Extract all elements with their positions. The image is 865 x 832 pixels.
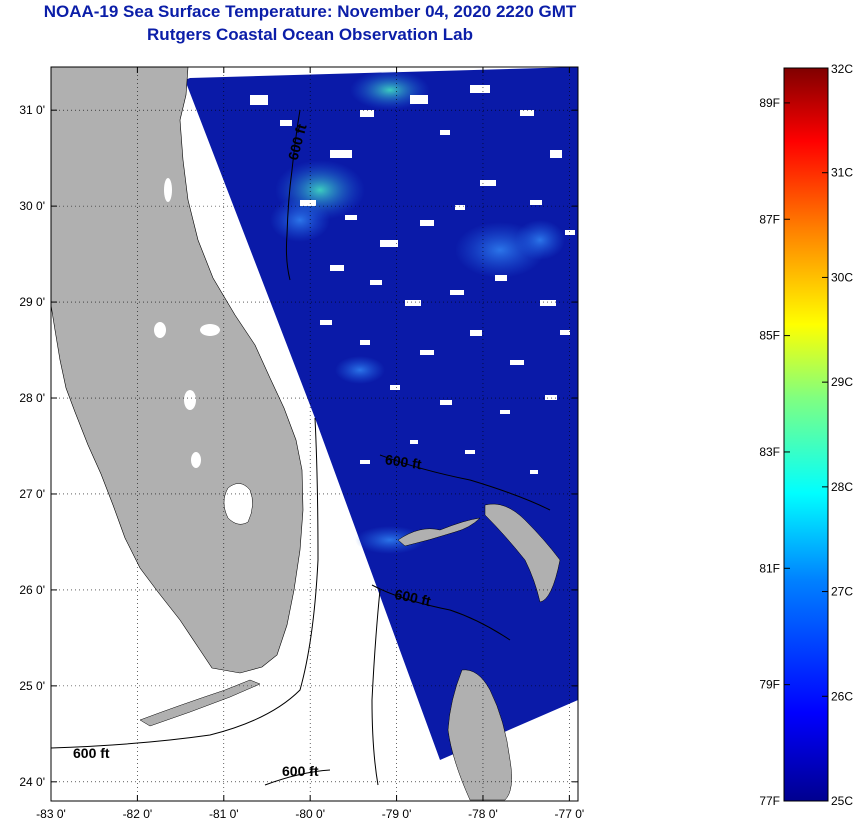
lon-tick-label: -78 0' bbox=[468, 807, 498, 821]
colorbar-f-label: 87F bbox=[759, 212, 780, 226]
colorbar-f-label: 77F bbox=[759, 794, 780, 808]
colorbar-f-label: 81F bbox=[759, 561, 780, 575]
contour-label: 600 ft bbox=[282, 763, 319, 779]
lat-tick-label: 28 0' bbox=[19, 391, 45, 405]
contour-label: 600 ft bbox=[73, 745, 110, 761]
contour-label: 600 ft bbox=[393, 586, 432, 609]
lat-tick-label: 30 0' bbox=[19, 199, 45, 213]
grand-bahama bbox=[397, 517, 481, 547]
colorbar-gradient bbox=[783, 67, 829, 802]
colorbar-f-label: 79F bbox=[759, 678, 780, 692]
colorbar-c-label: 29C bbox=[831, 375, 853, 389]
colorbar-f-label: 85F bbox=[759, 329, 780, 343]
colorbar-c-label: 25C bbox=[831, 794, 853, 808]
lon-tick-label: -77 0' bbox=[555, 807, 585, 821]
colorbar-ticks: 32C 31C 30C 29C 28C 27C 26C 25C 89F 87F 85F 83F 81F 7… bbox=[759, 62, 853, 808]
map-title: NOAA-19 Sea Surface Temperature: Novembe… bbox=[43, 2, 577, 21]
lon-tick-label: -79 0' bbox=[382, 807, 412, 821]
temperature-colorbar: 32C 31C 30C 29C 28C 27C 26C 25C 89F 87F 85F 83F 81F 7… bbox=[759, 62, 853, 808]
lat-tick-label: 31 0' bbox=[19, 103, 45, 117]
colorbar-c-label: 31C bbox=[831, 166, 853, 180]
lon-tick-label: -81 0' bbox=[209, 807, 239, 821]
inland-lakes bbox=[154, 178, 220, 468]
cloud-mask bbox=[250, 85, 575, 474]
lat-tick-label: 25 0' bbox=[19, 679, 45, 693]
colorbar-f-label: 89F bbox=[759, 96, 780, 110]
lat-tick-label: 29 0' bbox=[19, 295, 45, 309]
colorbar-c-label: 27C bbox=[831, 585, 853, 599]
lat-tick-label: 24 0' bbox=[19, 775, 45, 789]
lon-tick-label: -83 0' bbox=[36, 807, 66, 821]
warm-water-patches bbox=[270, 70, 565, 554]
abaco-islands bbox=[484, 503, 561, 603]
colorbar-c-label: 28C bbox=[831, 480, 853, 494]
contour-label: 600 ft bbox=[384, 451, 423, 472]
lon-tick-label: -82 0' bbox=[123, 807, 153, 821]
colorbar-c-label: 32C bbox=[831, 62, 853, 76]
lon-tick-label: -80 0' bbox=[295, 807, 325, 821]
florida-keys bbox=[139, 679, 261, 727]
isobath-600ft bbox=[51, 109, 551, 786]
colorbar-f-label: 83F bbox=[759, 445, 780, 459]
andros-island bbox=[447, 669, 512, 801]
map-frame bbox=[50, 66, 579, 802]
map-subtitle: Rutgers Coastal Ocean Observation Lab bbox=[147, 25, 473, 44]
lat-tick-label: 27 0' bbox=[19, 487, 45, 501]
colorbar-c-label: 26C bbox=[831, 689, 853, 703]
lake-okeechobee bbox=[223, 483, 253, 525]
map-axis-ticks: -83 0' -82 0' -81 0' -80 0' -79 0' -78 0' -77 … bbox=[19, 67, 584, 821]
colorbar-c-label: 30C bbox=[831, 270, 853, 284]
lat-tick-label: 26 0' bbox=[19, 583, 45, 597]
map-panel bbox=[51, 67, 578, 801]
